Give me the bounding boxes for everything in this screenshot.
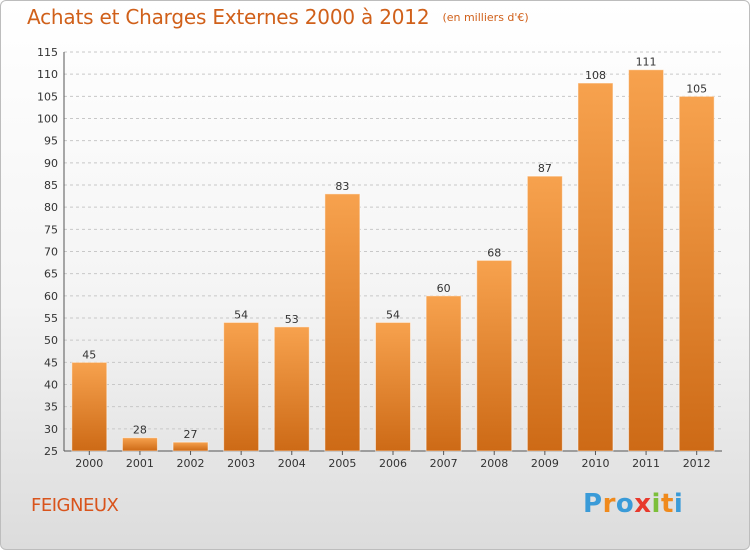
y-tick-label: 105	[37, 90, 58, 103]
value-label-2001: 28	[133, 424, 147, 437]
bar-2000	[71, 361, 108, 452]
title-row: Achats et Charges Externes 2000 à 2012 (…	[27, 5, 529, 29]
bar-2006	[375, 321, 411, 452]
value-label-2003: 54	[234, 308, 248, 321]
brand-letter: i	[651, 489, 661, 519]
y-tick-label: 100	[37, 113, 58, 126]
y-tick-label: 75	[44, 223, 58, 236]
brand-letter: P	[583, 489, 603, 519]
value-label-2008: 68	[487, 246, 501, 259]
bar-2010	[577, 82, 614, 452]
brand-letter: o	[615, 489, 635, 519]
brand-letter: x	[634, 489, 652, 519]
y-tick-label: 55	[44, 312, 58, 325]
bar-2007	[425, 295, 462, 452]
value-label-2000: 45	[82, 348, 96, 361]
x-tick-label-2000: 2000	[75, 457, 103, 470]
bar-2012	[678, 95, 715, 452]
x-tick-label-2003: 2003	[227, 457, 255, 470]
bar-2002	[172, 441, 209, 452]
bar-2001	[121, 437, 158, 452]
y-tick-label: 30	[44, 423, 58, 436]
x-tick-label-2010: 2010	[581, 457, 609, 470]
y-tick-label: 80	[44, 201, 58, 214]
value-label-2004: 53	[285, 313, 299, 326]
y-tick-label: 110	[37, 68, 58, 81]
y-tick-label: 50	[44, 334, 58, 347]
x-tick-label-2007: 2007	[430, 457, 458, 470]
brand-letter: t	[660, 489, 674, 519]
y-tick-label: 25	[44, 445, 58, 458]
chart-title: Achats et Charges Externes 2000 à 2012	[27, 5, 430, 29]
value-label-2009: 87	[538, 162, 552, 175]
y-tick-label: 65	[44, 268, 58, 281]
y-tick-label: 70	[44, 246, 58, 259]
bar-2003	[223, 321, 260, 452]
value-label-2006: 54	[386, 308, 400, 321]
y-tick-label: 35	[44, 401, 58, 414]
y-tick-label: 60	[44, 290, 58, 303]
bar-2008	[476, 259, 513, 452]
bar-2009	[526, 175, 563, 452]
brand-logo: Proxiti	[583, 489, 683, 519]
y-tick-label: 95	[44, 135, 58, 148]
value-label-2011: 111	[636, 56, 657, 69]
y-tick-label: 115	[37, 46, 58, 59]
x-tick-label-2001: 2001	[126, 457, 154, 470]
x-tick-label-2005: 2005	[328, 457, 356, 470]
brand-letter: i	[673, 489, 684, 519]
y-tick-label: 90	[44, 157, 58, 170]
bar-2004	[273, 326, 310, 452]
bar-2011	[628, 69, 665, 452]
x-tick-label-2006: 2006	[379, 457, 407, 470]
bar-2005	[324, 193, 361, 452]
y-tick-label: 85	[44, 179, 58, 192]
x-tick-label-2008: 2008	[480, 457, 508, 470]
value-label-2005: 83	[335, 180, 349, 193]
x-tick-label-2011: 2011	[632, 457, 660, 470]
x-tick-label-2012: 2012	[683, 457, 711, 470]
value-label-2007: 60	[437, 282, 451, 295]
y-tick-label: 40	[44, 379, 58, 392]
x-tick-label-2009: 2009	[531, 457, 559, 470]
y-tick-label: 45	[44, 356, 58, 369]
x-tick-label-2004: 2004	[278, 457, 306, 470]
brand-letter: r	[602, 489, 616, 519]
value-label-2002: 27	[184, 428, 198, 441]
x-tick-label-2002: 2002	[177, 457, 205, 470]
commune-name: FEIGNEUX	[31, 495, 119, 516]
value-label-2010: 108	[585, 69, 606, 82]
value-label-2012: 105	[686, 82, 707, 95]
chart-unit: (en milliers d'€)	[442, 11, 529, 24]
